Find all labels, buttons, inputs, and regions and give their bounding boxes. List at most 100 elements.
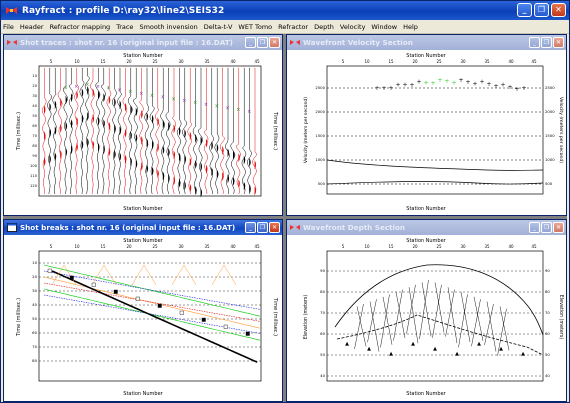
menu-velocity[interactable]: Velocity (339, 22, 366, 31)
menu-refractor[interactable]: Refractor (278, 22, 309, 31)
seismic-trace (139, 67, 144, 195)
x-tick: 20 (412, 244, 418, 249)
y-tick: 110 (30, 174, 38, 178)
shot-traces-plot[interactable]: Station Number 5 10 15 20 25 30 35 40 45 (4, 50, 282, 215)
seismic-trace (111, 67, 117, 195)
y-tick: 500 (318, 181, 326, 186)
shot-traces-ylabel-right: Time (millisec.) (272, 111, 278, 150)
velocity-section-title-bar[interactable]: Wavefront Velocity Section _ ❐ ✕ (287, 35, 566, 50)
trace-lobe (92, 140, 95, 150)
x-tick: 10 (74, 244, 80, 249)
y-tick: 1500 (315, 133, 325, 138)
depth-maximize-button[interactable]: ❐ (541, 222, 552, 233)
menu-help[interactable]: Help (403, 22, 418, 31)
menu-header[interactable]: Header (19, 22, 44, 31)
trace-lobe (108, 95, 111, 105)
ray-segment (460, 291, 471, 343)
trace-lobe (65, 147, 68, 157)
break-marker (179, 310, 184, 315)
trace-lobe (146, 112, 149, 122)
x-tick: 40 (230, 59, 236, 64)
menu-window[interactable]: Window (371, 22, 398, 31)
trace-lobe (157, 117, 159, 127)
y-tick: 10 (32, 74, 37, 78)
y-tick: 70 (32, 134, 37, 138)
menu-trace[interactable]: Trace (116, 22, 134, 31)
depth-close-button[interactable]: ✕ (553, 222, 564, 233)
x-tick: 35 (484, 244, 490, 249)
topography-line (334, 264, 544, 336)
close-button[interactable]: ✕ (551, 3, 566, 17)
depth-section-title-bar[interactable]: Wavefront Depth Section _ ❐ ✕ (287, 220, 566, 235)
trace-lobe (195, 160, 197, 169)
seismic-icon (290, 225, 300, 230)
pick-marker: × (182, 98, 186, 104)
shot-breaks-window[interactable]: Shot breaks : shot nr. 16 (original inpu… (3, 219, 283, 402)
velocity-close-button[interactable]: ✕ (553, 37, 564, 48)
shot-breaks-ylabel: Time (millisec.) (16, 298, 22, 337)
trace-lobe (71, 93, 73, 103)
seismic-trace (182, 67, 187, 195)
shot-breaks-maximize-button[interactable]: ❐ (257, 222, 268, 233)
y-tick-right: 60 (545, 331, 550, 336)
shot-traces-title-bar[interactable]: Shot traces : shot nr. 16 (original inpu… (4, 35, 282, 50)
mdi-client-area: Shot traces : shot nr. 16 (original inpu… (3, 34, 567, 402)
velocity-maximize-button[interactable]: ❐ (541, 37, 552, 48)
trace-lobe (157, 143, 159, 153)
velocity-section-plot[interactable]: Station Number 5 10 15 20 25 30 35 40 45 (287, 50, 566, 215)
trace-lobe (168, 148, 170, 157)
x-tick: 45 (531, 244, 537, 249)
velocity-point: + (381, 85, 386, 92)
trace-lobe (249, 184, 251, 193)
velocity-section-window[interactable]: Wavefront Velocity Section _ ❐ ✕ Station… (286, 34, 567, 216)
trace-lobe (98, 90, 100, 100)
minimize-button[interactable]: _ (517, 3, 532, 17)
shot-traces-minimize-button[interactable]: _ (245, 37, 256, 48)
maximize-button[interactable]: ❐ (534, 3, 549, 17)
depth-minimize-button[interactable]: _ (529, 222, 540, 233)
shot-traces-xlabel-top: Station Number (123, 53, 163, 59)
trace-lobe (135, 107, 138, 117)
shot-traces-frame (38, 65, 262, 197)
pick-marker: × (161, 95, 165, 101)
ray-marker: ▲ (389, 351, 393, 357)
depth-section-window[interactable]: Wavefront Depth Section _ ❐ ✕ Station Nu… (286, 219, 567, 402)
menu-refractor-mapping[interactable]: Refractor mapping (49, 22, 111, 31)
seismic-trace (127, 67, 133, 195)
menu-smooth-inversion[interactable]: Smooth invension (139, 22, 198, 31)
seismic-trace (84, 67, 90, 195)
app-title-bar[interactable]: Rayfract : profile D:\ray32\line2\SEIS32… (1, 1, 569, 20)
app-icon (6, 7, 17, 14)
trace-lobe (146, 138, 149, 148)
x-tick: 10 (364, 59, 370, 64)
x-tick: 5 (342, 244, 345, 249)
shot-breaks-plot[interactable]: Station Number 5 10 15 20 25 30 35 40 45 (4, 235, 282, 401)
trace-lobe (119, 100, 122, 110)
velocity-point: + (479, 79, 484, 86)
traveltime-curve (43, 264, 261, 317)
velocity-minimize-button[interactable]: _ (529, 37, 540, 48)
menu-delta-t-v[interactable]: Delta-t-V (203, 22, 233, 31)
menu-file[interactable]: File (3, 22, 14, 31)
shot-traces-window[interactable]: Shot traces : shot nr. 16 (original inpu… (3, 34, 283, 216)
ray-segment (445, 289, 455, 337)
y-tick: 80 (320, 289, 325, 294)
x-tick: 45 (254, 59, 260, 64)
trace-lobe (238, 179, 240, 189)
trace-lobe (71, 119, 73, 129)
y-tick: 20 (32, 274, 37, 279)
shot-traces-close-button[interactable]: ✕ (269, 37, 280, 48)
velocity-point: + (521, 85, 526, 92)
menu-wet-tomo[interactable]: WET Tomo (238, 22, 273, 31)
traveltime-curve (43, 276, 261, 329)
depth-section-plot[interactable]: Station Number 5 10 15 20 25 30 35 40 45 (287, 235, 566, 401)
ray-segment (419, 279, 429, 340)
shot-breaks-title-bar[interactable]: Shot breaks : shot nr. 16 (original inpu… (4, 220, 282, 235)
menu-depth[interactable]: Depth (314, 22, 334, 31)
shot-breaks-close-button[interactable]: ✕ (269, 222, 280, 233)
shot-breaks-minimize-button[interactable]: _ (245, 222, 256, 233)
shot-traces-maximize-button[interactable]: ❐ (257, 37, 268, 48)
trace-lobe (71, 145, 73, 155)
velocity-xlabel-top: Station Number (406, 53, 446, 59)
ray-segment (408, 287, 419, 344)
